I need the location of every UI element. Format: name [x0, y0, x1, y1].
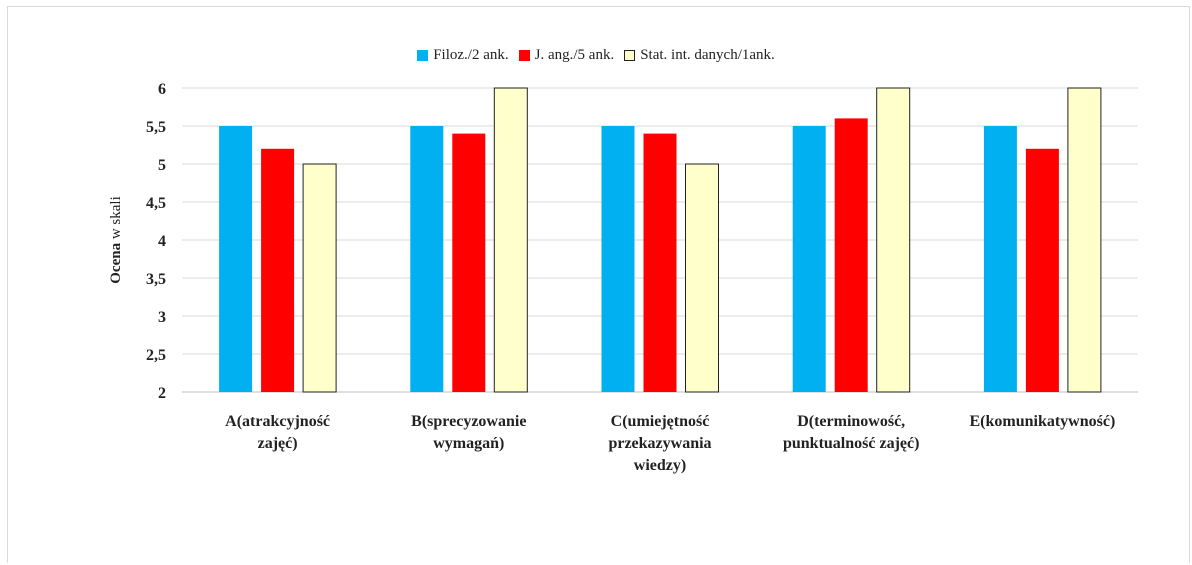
bar: [792, 126, 826, 392]
bar: [876, 87, 911, 393]
bar: [643, 133, 677, 392]
x-category-label: A(atrakcyjność zajęć): [225, 413, 330, 452]
bar: [1025, 148, 1059, 392]
y-tick-label: 4: [158, 233, 166, 250]
x-category-label: E(komunikatywność): [969, 413, 1115, 430]
y-tick-label: 5,5: [146, 119, 166, 136]
legend-label-jang: J. ang./5 ank.: [534, 46, 615, 63]
legend-item-stat: Stat. int. danych/1ank.: [624, 47, 775, 64]
y-tick-label: 5: [158, 157, 166, 174]
y-tick-label: 6: [158, 81, 166, 98]
y-axis-title: Ocena w skali: [108, 196, 124, 284]
bar: [601, 126, 635, 392]
legend-item-filoz: Filoz./2 ank.: [417, 46, 509, 64]
legend-item-jang: J. ang./5 ank.: [518, 46, 615, 64]
bar: [219, 126, 253, 392]
y-tick-label: 2,5: [146, 347, 166, 364]
legend-swatch-jang: [518, 49, 530, 61]
bar: [452, 133, 486, 392]
bar: [983, 126, 1017, 392]
bar: [261, 148, 295, 392]
bar: [410, 126, 444, 392]
x-category-label: B(sprecyzowanie wymagań): [411, 413, 526, 452]
y-tick-label: 2: [158, 385, 166, 402]
y-tick-label: 3,5: [146, 271, 166, 288]
bars: [219, 87, 1102, 393]
bar: [493, 87, 528, 393]
chart-frame: [7, 6, 1190, 563]
legend-swatch-stat: [624, 49, 636, 61]
legend: Filoz./2 ank. J. ang./5 ank. Stat. int. …: [0, 42, 1192, 68]
y-tick-label: 3: [158, 309, 166, 326]
legend-swatch-filoz: [417, 49, 429, 61]
legend-label-filoz: Filoz./2 ank.: [433, 46, 509, 63]
legend-label-stat: Stat. int. danych/1ank.: [640, 46, 775, 63]
x-category-label: C(umiejętność przekazywania wiedzy): [608, 413, 711, 474]
x-category-label: D(terminowość, punktualność zajęć): [783, 413, 919, 452]
bar: [834, 118, 868, 393]
bar: [685, 163, 719, 393]
y-axis-title-rest: w skali: [108, 196, 124, 243]
y-axis-title-bold: Ocena: [108, 242, 124, 283]
bar: [302, 163, 337, 393]
category-labels: A(atrakcyjność zajęć) B(sprecyzowanie wymag…: [225, 413, 1115, 474]
bar: [1067, 87, 1102, 393]
y-tick-labels: 2 2,5 3 3,5 4 4,5 5 5,5 6: [146, 81, 166, 402]
y-tick-label: 4,5: [146, 195, 166, 212]
